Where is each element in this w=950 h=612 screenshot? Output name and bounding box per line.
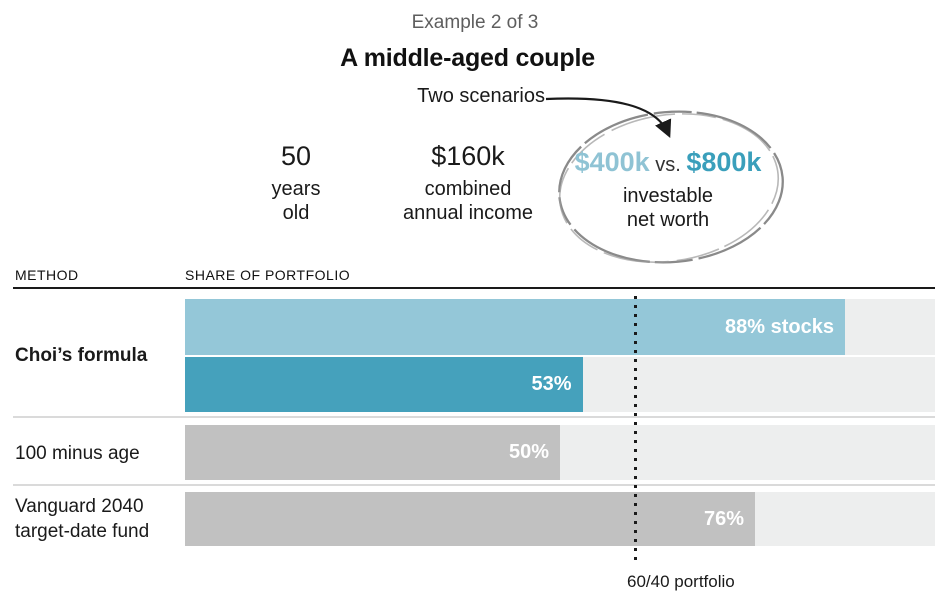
bar-track-choi-400k: 88% stocks — [185, 299, 935, 355]
bar-vanguard: 76% — [185, 492, 755, 546]
row-separator — [13, 484, 935, 486]
bar-track-choi-800k: 53% — [185, 357, 935, 412]
income-value: $160k — [431, 141, 505, 171]
net-worth-values: $400k vs. $800k — [552, 147, 784, 180]
kicker: Example 2 of 3 — [411, 12, 539, 33]
bar-value-label: 88% stocks — [725, 315, 834, 338]
bar-value-label: 76% — [703, 507, 744, 530]
scenarios-annotation-label: Two scenarios — [417, 85, 545, 107]
method-label-100-minus-age: 100 minus age — [15, 443, 140, 464]
age-value: 50 — [280, 141, 312, 171]
row-separator — [13, 416, 935, 418]
age-label-line2: old — [282, 202, 310, 224]
bar-track-vanguard: 76% — [185, 492, 935, 546]
income-label-line1: combined — [424, 178, 512, 200]
header-rule — [13, 287, 935, 289]
reference-line-60-40 — [634, 296, 637, 564]
income-label-line2: annual income — [402, 202, 534, 224]
column-header-method: METHOD — [15, 267, 79, 283]
stat-age: 50 years old — [228, 141, 364, 225]
bar-100-minus-age: 50% — [185, 425, 560, 480]
method-label-vanguard: Vanguard 2040 target-date fund — [15, 496, 150, 542]
reference-line-label: 60/40 portfolio — [627, 572, 735, 591]
column-header-share: SHARE OF PORTFOLIO — [185, 267, 351, 283]
net-worth-vs: vs. — [655, 154, 681, 176]
bar-choi-400k: 88% stocks — [185, 299, 845, 355]
net-worth-label-line1: investable — [622, 185, 714, 207]
age-label-line1: years — [271, 178, 321, 200]
stat-income: $160k combined annual income — [385, 141, 551, 225]
page-title: A middle-aged couple — [340, 44, 595, 72]
method-label-choi: Choi’s formula — [15, 345, 148, 366]
curved-arrow-icon — [545, 97, 672, 139]
stat-net-worth: $400k vs. $800k investable net worth — [552, 147, 784, 232]
bar-value-label: 50% — [508, 441, 549, 463]
net-worth-low: $400k — [574, 147, 650, 177]
net-worth-label-line2: net worth — [626, 209, 710, 231]
bar-choi-800k: 53% — [185, 357, 583, 412]
bar-track-100-minus-age: 50% — [185, 425, 935, 480]
bar-value-label: 53% — [531, 373, 572, 395]
net-worth-high: $800k — [686, 147, 762, 177]
